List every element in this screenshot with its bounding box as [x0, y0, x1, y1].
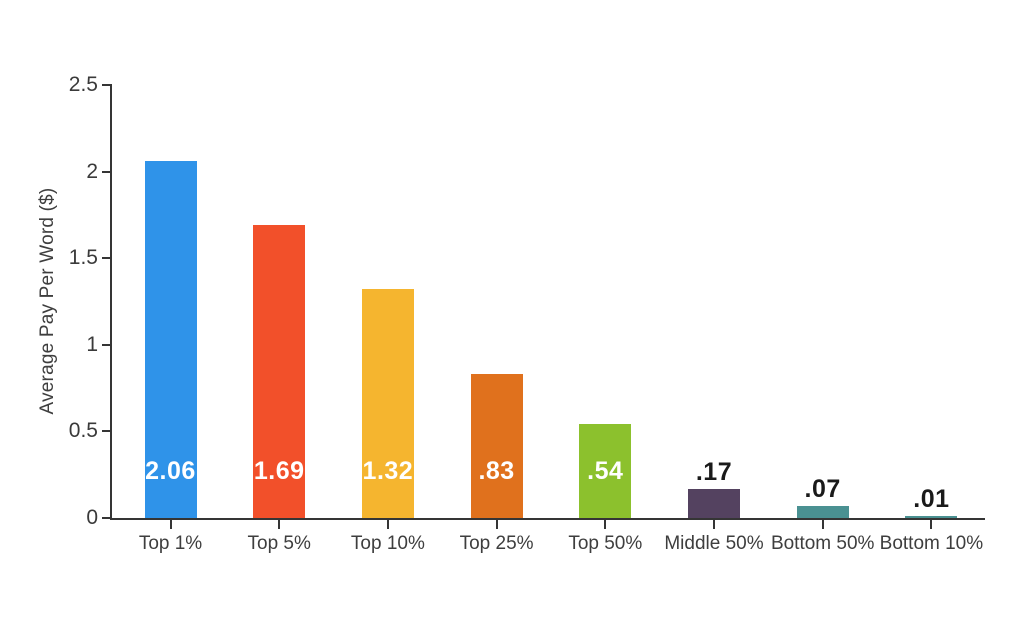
y-tick-label: 2.5: [68, 73, 98, 96]
y-axis-title: Average Pay Per Word ($): [37, 187, 58, 415]
x-tick-mark: [278, 520, 281, 529]
value-label: .01: [913, 485, 950, 514]
x-tick-mark: [713, 520, 715, 529]
value-label: 1.32: [362, 457, 414, 485]
y-tick-mark: [102, 84, 111, 86]
category-label: Top 1%: [138, 533, 203, 554]
y-tick-label: 0.5: [68, 419, 98, 443]
value-label: .17: [695, 457, 733, 486]
bar-top-50-: [579, 424, 632, 519]
y-tick-label: 1: [86, 332, 98, 356]
category-label: Top 5%: [247, 533, 311, 554]
y-tick-label: 1.5: [68, 246, 98, 270]
bar-top-10-: [361, 289, 414, 519]
value-label: .54: [587, 457, 624, 485]
category-label: Bottom 10%: [879, 533, 984, 554]
y-tick-mark: [102, 517, 111, 519]
y-tick-label: 2: [86, 159, 98, 183]
value-label: .07: [804, 474, 841, 503]
category-label: Middle 50%: [664, 533, 764, 554]
x-tick-mark: [604, 520, 607, 529]
bar-top-25-: [470, 374, 523, 519]
category-label: Top 50%: [568, 533, 643, 554]
value-label: 1.69: [253, 457, 305, 485]
y-tick-mark: [102, 343, 111, 346]
x-tick-mark: [386, 520, 389, 529]
category-label: Top 10%: [350, 533, 425, 554]
x-tick-mark: [930, 520, 933, 529]
x-axis-line: [110, 518, 985, 520]
y-tick-label: 0: [86, 506, 98, 529]
bar-bottom-50-: [796, 505, 849, 518]
value-label: .83: [478, 457, 515, 485]
bar-top-1-: [144, 161, 197, 519]
value-label: 2.06: [145, 457, 196, 485]
bar-middle-50-: [688, 488, 740, 518]
category-label: Bottom 50%: [770, 533, 875, 554]
y-tick-mark: [102, 257, 111, 260]
y-tick-mark: [102, 430, 111, 433]
x-tick-mark: [821, 520, 824, 529]
x-tick-mark: [495, 520, 498, 529]
x-tick-mark: [169, 520, 172, 529]
bar-top-5-: [253, 225, 306, 519]
category-label: Top 25%: [459, 533, 534, 554]
y-axis-line: [110, 84, 112, 520]
bar-bottom-10-: [905, 516, 958, 519]
y-tick-mark: [102, 170, 111, 173]
